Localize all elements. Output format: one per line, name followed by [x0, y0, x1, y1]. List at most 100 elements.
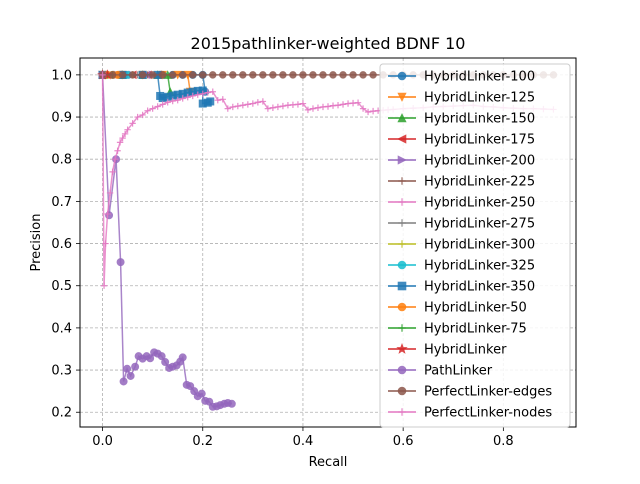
axes [79, 57, 577, 428]
legend-swatch-marker [397, 281, 407, 291]
data-point-perfectlinker-nodes [179, 95, 186, 102]
legend-swatch-marker [398, 324, 406, 332]
legend-label: HybridLinker-300 [424, 238, 535, 253]
data-point-perfectlinker-nodes [224, 105, 231, 112]
legend-label: HybridLinker-350 [424, 280, 535, 295]
data-point-perfectlinker-nodes [239, 102, 247, 109]
data-point-perfectlinker-nodes [199, 90, 206, 98]
legend-label: HybridLinker-250 [424, 196, 535, 211]
legend-swatch-marker [397, 134, 407, 144]
data-point-perfectlinker-nodes [111, 156, 119, 163]
data-point-perfectlinker-nodes [184, 94, 191, 101]
data-point-perfectlinker-nodes [154, 103, 161, 110]
data-point-perfectlinker-edges [108, 71, 117, 79]
data-point-perfectlinker-nodes [229, 103, 237, 111]
data-point-perfectlinker-nodes [159, 101, 166, 108]
legend-entry-hybridlinker-75: HybridLinker-75 [388, 322, 527, 337]
y-tick-label: 0.9 [51, 111, 72, 126]
data-point-perfectlinker-nodes [279, 102, 287, 110]
data-point-perfectlinker-edges [309, 71, 317, 79]
data-point-perfectlinker-nodes [114, 147, 121, 154]
legend-swatch-marker [398, 177, 406, 185]
data-point-perfectlinker-nodes [359, 105, 367, 112]
legend-entry-hybridlinker-250: HybridLinker-250 [388, 196, 535, 211]
legend-entry-pathlinker: PathLinker [388, 364, 493, 379]
data-point-perfectlinker-nodes [109, 168, 116, 176]
data-point-perfectlinker-nodes [249, 100, 257, 107]
legend-box [379, 63, 571, 428]
legend-swatch-marker [398, 408, 406, 416]
y-tick-label: 0.4 [51, 321, 72, 336]
data-point-perfectlinker-edges [319, 71, 327, 79]
data-point-perfectlinker-nodes [259, 98, 267, 105]
data-point-perfectlinker-nodes [129, 120, 136, 127]
data-point-perfectlinker-nodes [354, 99, 362, 106]
legend-swatch-marker [397, 302, 407, 312]
data-point-pathlinker [119, 377, 128, 386]
legend-swatch-marker [397, 155, 407, 165]
data-point-pathlinker [186, 382, 195, 391]
legend-label: HybridLinker-200 [424, 154, 535, 169]
x-axis-label: Recall [309, 455, 348, 470]
legend-swatch-marker [397, 386, 407, 396]
legend-entry-hybridlinker-100: HybridLinker-100 [388, 70, 535, 85]
data-point-pathlinker [178, 353, 187, 362]
x-tick-label: 0.0 [92, 434, 113, 449]
data-point-perfectlinker-nodes [314, 104, 322, 111]
legend-swatch-marker [397, 113, 407, 123]
legend-entry-hybridlinker-150: HybridLinker-150 [388, 112, 535, 127]
legend-label: HybridLinker-125 [424, 91, 535, 106]
data-point-perfectlinker-edges [359, 71, 367, 79]
data-point-pathlinker [126, 371, 135, 380]
data-point-perfectlinker-nodes [324, 103, 332, 110]
legend-label: HybridLinker-225 [424, 175, 535, 190]
data-point-perfectlinker-nodes [364, 108, 372, 116]
x-tick-label: 0.6 [393, 434, 414, 449]
x-tick-label: 0.4 [293, 434, 314, 449]
legend-swatch-marker [397, 260, 407, 270]
legend-swatch-marker [398, 240, 406, 248]
data-point-perfectlinker-edges [329, 71, 337, 79]
legend-label: PerfectLinker-nodes [424, 406, 552, 421]
data-point-perfectlinker-nodes [119, 134, 126, 142]
y-tick-label: 0.5 [51, 279, 72, 294]
x-tick-label: 0.2 [192, 434, 213, 449]
data-point-perfectlinker-nodes [149, 105, 156, 112]
data-point-perfectlinker-edges [189, 71, 197, 79]
legend-label: HybridLinker-150 [424, 112, 535, 127]
data-point-perfectlinker-nodes [102, 240, 109, 247]
legend-entry-hybridlinker-50: HybridLinker-50 [388, 301, 527, 316]
plot-frame [79, 57, 577, 428]
y-tick-label: 0.2 [51, 406, 72, 421]
legend-label: HybridLinker-100 [424, 70, 535, 85]
data-point-perfectlinker-nodes [99, 71, 106, 79]
data-point-perfectlinker-nodes [189, 92, 196, 100]
data-point-perfectlinker-edges [249, 71, 257, 79]
data-point-perfectlinker-nodes [244, 101, 252, 108]
y-tick-label: 0.6 [51, 237, 72, 252]
data-point-perfectlinker-nodes [234, 102, 242, 110]
legend-entry-hybridlinker: HybridLinker [388, 343, 507, 358]
y-tick-label: 0.8 [51, 153, 72, 168]
legend-swatch-marker [396, 343, 408, 354]
data-point-perfectlinker-edges [229, 71, 237, 79]
data-point-perfectlinker-nodes [254, 99, 262, 106]
data-point-perfectlinker-nodes [274, 103, 282, 111]
data-point-perfectlinker-edges [269, 71, 277, 79]
data-point-perfectlinker-edges [289, 71, 297, 79]
data-point-perfectlinker-nodes [269, 104, 277, 111]
data-point-perfectlinker-nodes [144, 107, 151, 114]
legend-entry-hybridlinker-200: HybridLinker-200 [388, 154, 535, 169]
data-point-perfectlinker-nodes [116, 139, 124, 146]
legend-label: HybridLinker-50 [424, 301, 527, 316]
data-point-pathlinker [146, 354, 155, 363]
data-point-perfectlinker-nodes [219, 96, 226, 103]
data-point-pathlinker [131, 362, 140, 371]
data-point-perfectlinker-edges [279, 71, 287, 79]
legend-entry-perfectlinker-edges: PerfectLinker-edges [388, 385, 552, 400]
data-point-perfectlinker-edges [168, 71, 177, 79]
data-point-perfectlinker-edges [128, 71, 137, 79]
y-tick-label: 1.0 [51, 68, 72, 83]
